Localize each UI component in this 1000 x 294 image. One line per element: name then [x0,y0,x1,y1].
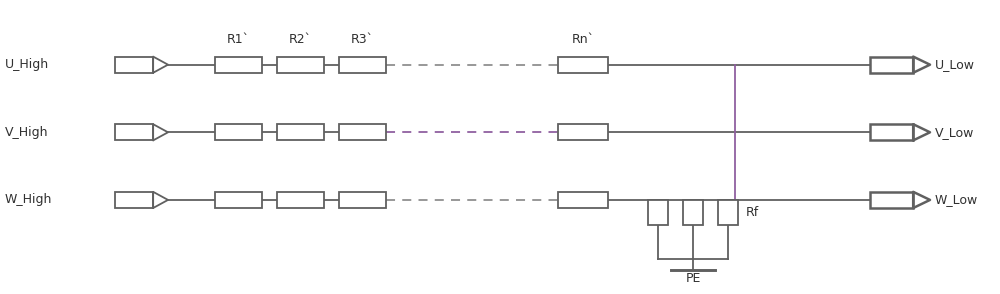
Text: U_Low: U_Low [935,58,975,71]
Text: R1`: R1` [227,33,250,46]
Bar [339,124,386,141]
Text: R3`: R3` [351,33,374,46]
Bar [115,192,153,208]
Bar [870,192,913,208]
Bar [277,192,324,208]
Text: W_Low: W_Low [935,193,978,206]
Text: V_High: V_High [5,126,48,139]
Bar [215,192,262,208]
Bar [683,200,703,225]
Text: W_High: W_High [5,193,52,206]
Bar [339,56,386,73]
Text: V_Low: V_Low [935,126,974,139]
Bar [558,192,608,208]
Text: Rn`: Rn` [572,33,594,46]
Bar [277,56,324,73]
Bar [215,124,262,141]
Text: U_High: U_High [5,58,49,71]
Bar [870,124,913,141]
Text: Rf: Rf [746,206,759,219]
Text: R2`: R2` [289,33,312,46]
Bar [115,56,153,73]
Bar [718,200,738,225]
Bar [115,124,153,141]
Bar [215,56,262,73]
Text: PE: PE [685,272,701,285]
Bar [648,200,668,225]
Bar [870,56,913,73]
Bar [558,124,608,141]
Bar [558,56,608,73]
Bar [339,192,386,208]
Bar [277,124,324,141]
